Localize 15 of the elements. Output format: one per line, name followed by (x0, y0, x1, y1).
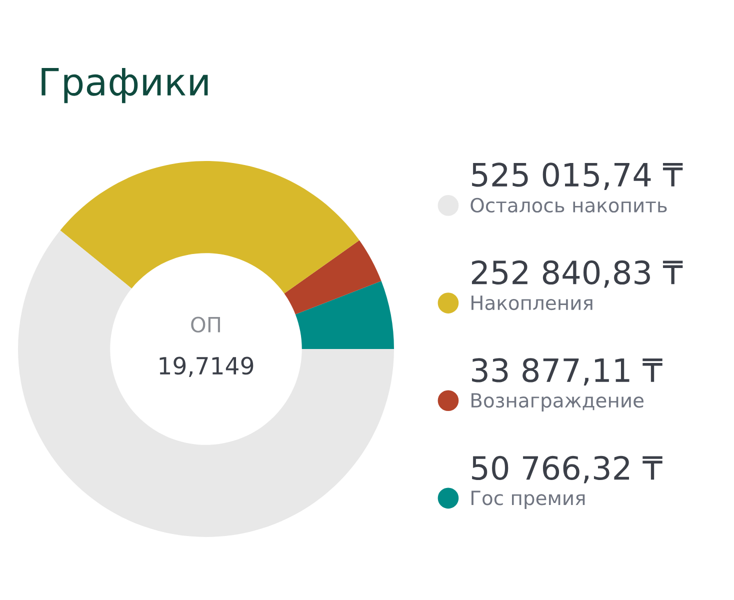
legend-label: Гос премия (472, 490, 585, 510)
legend-label: Осталось накопить (470, 198, 667, 213)
legend-label: Вознаграждение (472, 393, 644, 412)
chart-title: Графики (42, 68, 208, 104)
donut-slice (60, 161, 360, 294)
data-label: 252 840,83 ₸ (472, 260, 683, 288)
data-label: 525 015,74 ₸ (472, 162, 683, 190)
text: ОП (191, 316, 220, 332)
text: 19,7149 (160, 356, 254, 378)
data-label: 33 877,11 ₸ (472, 358, 662, 386)
donut-slice (18, 230, 394, 537)
donut-slice (295, 281, 394, 349)
donut-slice (284, 240, 382, 314)
legend-label: Накопления (472, 296, 592, 310)
data-label: 50 766,32 ₸ (472, 456, 662, 484)
